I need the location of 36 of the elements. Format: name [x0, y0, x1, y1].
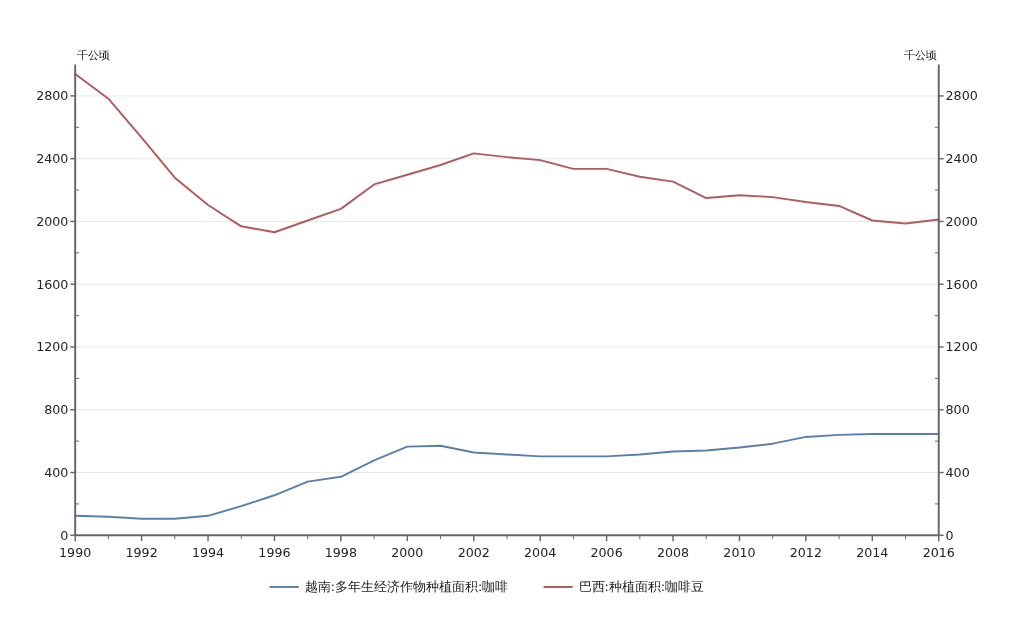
- line-series: [74, 72, 940, 234]
- y-axis-title: 千公顷: [77, 48, 111, 62]
- x-tick-label: 2000: [391, 544, 424, 560]
- x-tick-label: 2008: [656, 544, 690, 560]
- x-tick-label: 1990: [59, 544, 92, 560]
- x-tick-label: 2004: [524, 544, 557, 560]
- x-tick-label: 1998: [324, 544, 357, 560]
- x-tick-label: 1992: [125, 544, 158, 560]
- y-tick-label: 0: [60, 527, 69, 543]
- y2-tick-label: 1600: [945, 276, 978, 292]
- x-tick-label: 1994: [191, 544, 225, 560]
- x-tick-label: 2016: [922, 544, 955, 560]
- y2-tick-label: 2000: [945, 213, 978, 229]
- y-tick-label: 1600: [36, 276, 69, 292]
- y2-tick-label: 2800: [945, 88, 978, 104]
- y2-axis-title: 千公顷: [903, 48, 937, 62]
- x-tick-label: 2014: [856, 544, 889, 560]
- legend-label: 越南:多年生经济作物种植面积:咖啡: [304, 579, 509, 595]
- y2-tick-label: 0: [945, 527, 954, 543]
- x-tick-label: 2006: [590, 544, 623, 560]
- y2-tick-label: 800: [945, 402, 970, 418]
- y2-tick-label: 1200: [945, 339, 978, 355]
- x-tick-label: 2012: [789, 544, 822, 560]
- x-tick-label: 2002: [457, 544, 490, 560]
- y2-tick-label: 400: [945, 464, 970, 480]
- y-tick-label: 1200: [36, 339, 69, 355]
- y-tick-label: 2000: [36, 213, 69, 229]
- y-tick-label: 2400: [36, 151, 69, 167]
- y-tick-label: 400: [44, 464, 69, 480]
- y2-tick-label: 2400: [945, 151, 978, 167]
- x-tick-label: 2010: [723, 544, 756, 560]
- x-tick-label: 1996: [258, 544, 291, 560]
- legend-label: 巴西:种植面积:咖啡豆: [578, 579, 705, 595]
- y-tick-label: 800: [44, 402, 69, 418]
- line-series: [74, 432, 940, 520]
- y-tick-label: 2800: [36, 88, 69, 104]
